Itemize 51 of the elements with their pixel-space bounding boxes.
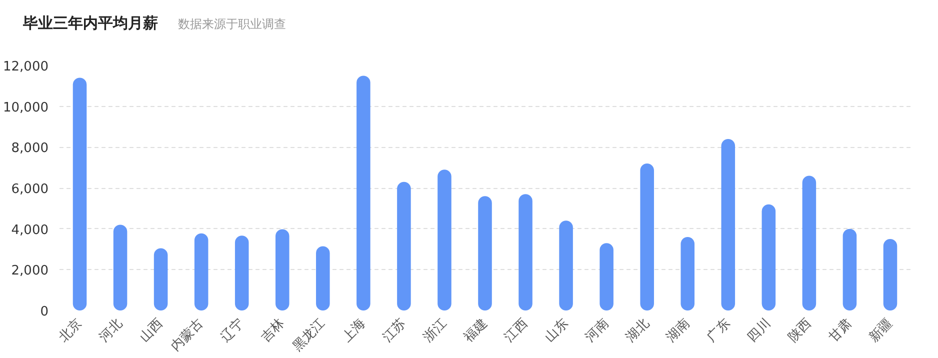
x-tick-label: 山西 [137,316,166,346]
chart-title: 毕业三年内平均月薪 [23,14,158,32]
x-tick-label: 上海 [340,316,369,346]
x-tick-label: 四川 [744,316,774,346]
x-tick-label: 湖北 [623,316,652,346]
x-tick-label: 广东 [704,316,734,346]
bar [113,224,128,310]
bar [842,228,857,310]
x-tick-label: 北京 [56,316,86,346]
y-tick-label: 6,000 [11,182,48,197]
y-tick-label: 10,000 [3,100,49,116]
x-tick-label: 甘肃 [826,316,856,346]
x-tick-label: 黑龙江 [290,316,328,354]
bar [194,233,208,310]
y-tick-label: 8,000 [11,141,48,156]
x-tick-label: 江西 [502,316,531,346]
bar [518,194,532,310]
bar [234,236,249,310]
bar [600,243,614,310]
x-tick-label: 江苏 [380,316,410,346]
bar [316,246,330,310]
x-tick-label: 新疆 [866,316,896,346]
x-tick-label: 河北 [96,316,126,346]
x-tick-label: 辽宁 [217,315,248,346]
x-tick-label: 河南 [582,316,612,346]
x-tick-label: 山东 [542,316,572,346]
y-tick-label: 2,000 [11,264,48,279]
bar [72,78,87,310]
x-tick-label: 陕西 [786,316,814,346]
bar [478,196,492,310]
bar [275,229,290,310]
bar [883,239,898,310]
bar [802,176,816,310]
x-tick-label: 吉林 [258,316,288,346]
bar [640,164,654,310]
bar [397,182,411,310]
bar [438,170,452,310]
x-tick-label: 湖南 [664,316,693,346]
x-tick-label: 浙江 [420,316,450,346]
y-tick-label: 4,000 [11,222,48,238]
bar [154,248,168,310]
y-tick-label: 12,000 [3,60,49,74]
bar [559,220,573,310]
bar [680,237,695,310]
y-tick-label: 0 [40,304,49,320]
chart-subtitle: 数据来源于职业调查 [178,17,286,31]
bar [721,139,736,310]
x-tick-label: 福建 [461,316,490,346]
bar [356,76,370,310]
x-tick-label: 内蒙古 [168,316,207,354]
bar [762,204,776,310]
